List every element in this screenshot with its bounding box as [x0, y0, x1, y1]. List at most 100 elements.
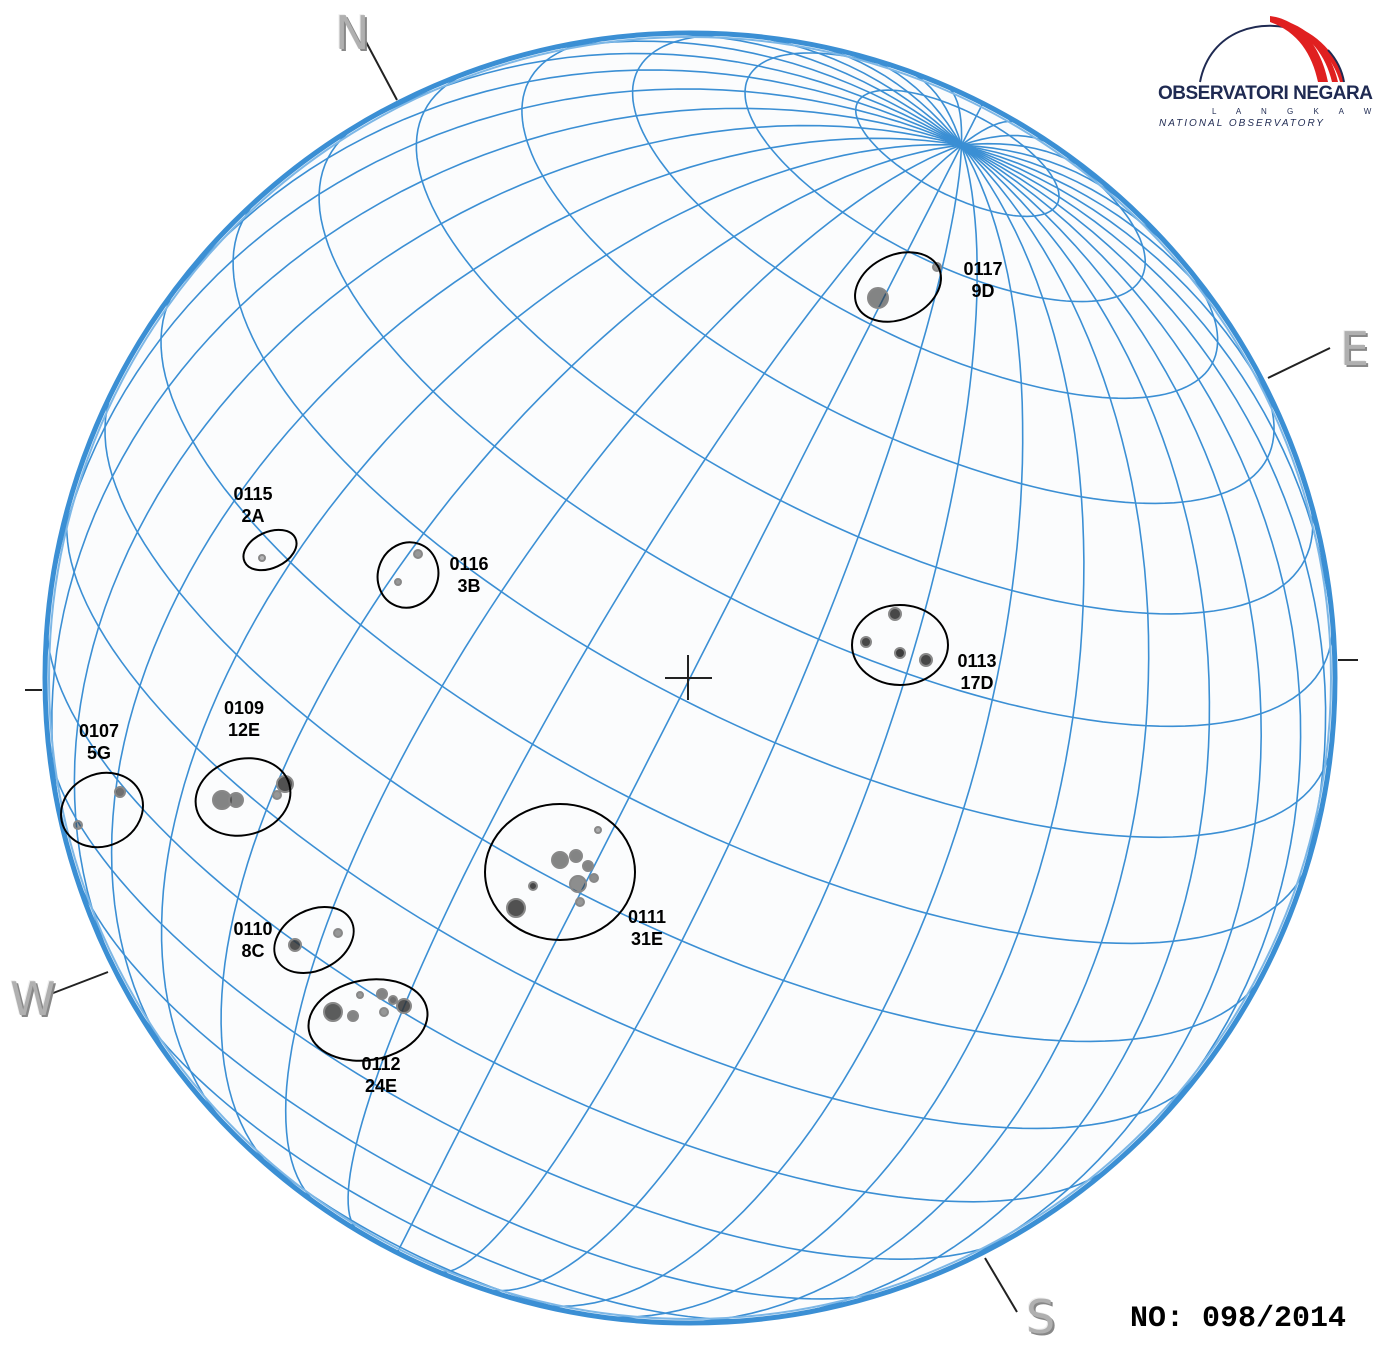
sunspot: [333, 928, 343, 938]
group-ellipse-0107: [60, 771, 144, 849]
group-label-0112: 0112 24E: [346, 1053, 416, 1097]
grid-line: [284, 144, 962, 1207]
sunspot: [323, 1002, 343, 1022]
sunspot: [272, 790, 282, 800]
north-axis-tick: [364, 39, 398, 101]
logo-name: OBSERVATORI NEGARA: [1158, 83, 1373, 104]
sunspot: [376, 988, 388, 1000]
disk-center-cross: [665, 655, 712, 700]
west-label: W: [10, 972, 56, 1026]
observatory-logo: OBSERVATORI NEGARA L A N G K A W I NATIO…: [1152, 10, 1375, 135]
group-ellipse-0117: [854, 251, 942, 323]
south-axis-tick: [984, 1257, 1018, 1313]
sunspot: [73, 820, 83, 830]
grid-line: [438, 145, 963, 1274]
report-number: NO: 098/2014: [1130, 1302, 1347, 1336]
north-label: N: [335, 6, 370, 60]
south-label: S: [1026, 1290, 1056, 1344]
logo-location: L A N G K A W I: [1212, 107, 1375, 116]
group-id: 0111: [627, 907, 667, 927]
group-ellipse-0109: [194, 757, 292, 837]
group-id: 0113: [957, 651, 997, 671]
sunspot: [506, 898, 526, 918]
group-ellipses: [60, 251, 949, 1062]
sunspot: [919, 653, 933, 667]
sunspot: [867, 287, 889, 309]
group-label-0111: 0111 31E: [612, 906, 682, 950]
sunspot: [594, 826, 602, 834]
grid-line: [530, 144, 1024, 1308]
group-label-0116: 0116 3B: [434, 553, 504, 597]
sunspot: [888, 607, 902, 621]
grid-line: [961, 144, 1134, 210]
group-id: 0107: [78, 721, 120, 741]
east-label: E: [1340, 322, 1370, 376]
group-id: 0109: [223, 698, 265, 718]
group-ellipse-0113: [851, 604, 949, 686]
sunspot: [258, 554, 266, 562]
grid-line: [766, 144, 1211, 1320]
solar-limb: [42, 30, 1338, 1326]
sunspot: [569, 875, 587, 893]
grid-line: [220, 144, 962, 1176]
sunspot: [575, 897, 585, 907]
sunspot: [551, 851, 569, 869]
grid-line: [584, 144, 1085, 1319]
sunspot: [860, 636, 872, 648]
group-class: 8C: [241, 941, 265, 961]
group-class: 24E: [364, 1076, 398, 1096]
sunspots: [73, 262, 942, 1022]
group-label-0113: 0113 17D: [942, 650, 1012, 694]
sunspot: [528, 881, 538, 891]
grid-line: [900, 144, 1263, 1289]
group-class: 12E: [227, 720, 261, 740]
sunspot: [582, 860, 594, 872]
grid-line: [671, 144, 1150, 1323]
logo-arc-graphic: [1199, 16, 1345, 83]
west-axis-tick: [47, 971, 109, 996]
sunspot: [228, 792, 244, 808]
group-class: 9D: [971, 281, 995, 301]
group-class: 17D: [960, 673, 994, 693]
sunspot: [569, 849, 583, 863]
group-id: 0115: [233, 484, 273, 504]
group-class: 2A: [241, 506, 265, 526]
group-id: 0117: [963, 259, 1003, 279]
group-class: 31E: [630, 929, 664, 949]
grid-line: [808, 43, 963, 146]
grid-line: [45, 88, 962, 645]
grid-line: [479, 144, 978, 1292]
sunspot: [394, 578, 402, 586]
sunspot: [356, 991, 364, 999]
sunspot: [347, 1010, 359, 1022]
sunspot: [396, 998, 412, 1014]
sunspot: [288, 938, 302, 952]
group-id: 0116: [449, 554, 489, 574]
grid-line: [51, 107, 962, 867]
sunspot: [413, 549, 423, 559]
group-ellipse-0112: [307, 978, 429, 1062]
grid-line: [347, 144, 963, 1231]
group-id: 0110: [233, 919, 273, 939]
grid-line: [110, 137, 962, 1073]
group-ellipse-0116: [376, 541, 440, 609]
logo-subtitle: NATIONAL OBSERVATORY: [1159, 118, 1325, 129]
sunspot: [379, 1007, 389, 1017]
grid-line: [160, 143, 962, 1139]
grid-line: [961, 144, 1302, 1181]
group-label-0109: 0109 12E: [209, 697, 279, 741]
group-class: 5G: [86, 743, 111, 763]
east-axis-tick: [1267, 347, 1331, 379]
group-ellipse-0110: [273, 905, 355, 975]
sunspot: [894, 647, 906, 659]
sunspot: [589, 873, 599, 883]
group-label-0115: 0115 2A: [218, 483, 288, 527]
group-ellipse-0115: [242, 528, 298, 572]
group-ellipse-0111: [484, 803, 636, 941]
sunspot: [388, 995, 398, 1005]
group-label-0107: 0107 5G: [64, 720, 134, 764]
group-id: 0112: [361, 1054, 401, 1074]
group-label-0110: 0110 8C: [218, 918, 288, 962]
